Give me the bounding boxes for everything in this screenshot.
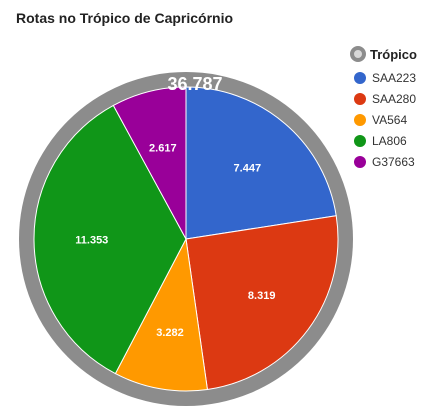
legend-group[interactable]: Trópico [350,46,434,62]
legend-item-saa223[interactable]: SAA223 [354,67,434,88]
legend-item-va564[interactable]: VA564 [354,109,434,130]
chart-title: Rotas no Trópico de Capricórnio [16,10,234,26]
slice-value-label: 11.353 [75,235,108,247]
pie-slice-saa280[interactable] [185,215,339,391]
pie-slice-g37663[interactable] [112,86,187,240]
slice-value-label: 7.447 [234,162,262,174]
legend-item-g37663[interactable]: G37663 [354,151,434,172]
ring-icon [350,46,366,62]
pie-slice-saa223[interactable] [185,86,337,240]
legend-group-label: Trópico [370,46,417,62]
pie-slice-la806[interactable] [33,104,187,375]
legend-swatch [354,134,366,147]
slice-value-label: 8.319 [248,290,276,302]
legend-item-saa280[interactable]: SAA280 [354,88,434,109]
total-label: 36.787 [167,74,222,94]
legend-label: SAA280 [372,91,417,106]
legend-label: VA564 [372,112,408,127]
legend-label: SAA223 [372,70,417,85]
legend-swatch [354,155,366,168]
legend-swatch [354,71,366,84]
legend: Trópico SAA223 SAA280 VA564 LA806 G37663 [350,46,434,172]
legend-item-la806[interactable]: LA806 [354,130,434,151]
legend-swatch [354,92,366,105]
legend-label: G37663 [372,154,415,169]
pie-slice-va564[interactable] [114,237,208,392]
slice-value-label: 3.282 [156,327,184,339]
legend-swatch [354,113,366,126]
slice-value-label: 2.617 [149,143,177,155]
legend-label: LA806 [372,133,407,148]
